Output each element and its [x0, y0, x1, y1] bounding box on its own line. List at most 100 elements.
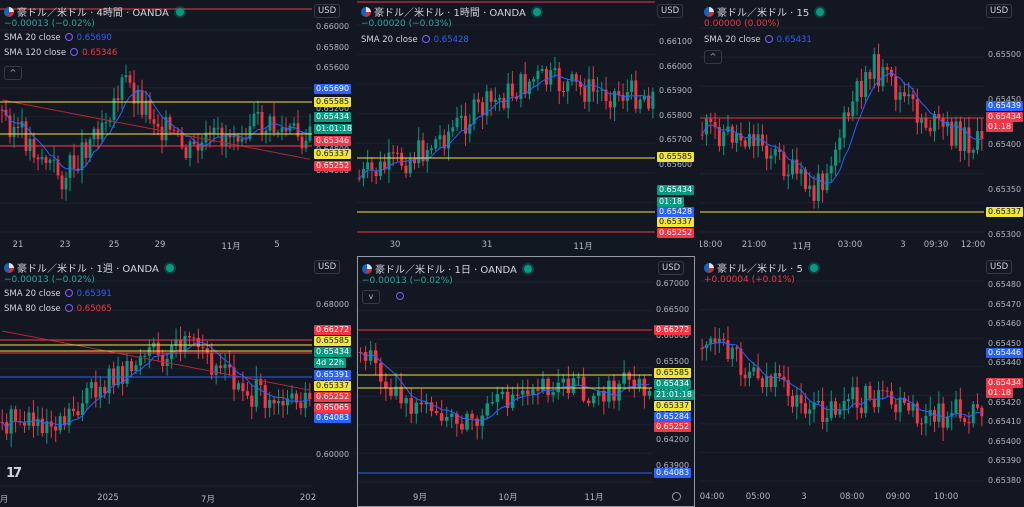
candle [455, 117, 459, 128]
price-badge: 0.65391 [314, 370, 352, 380]
currency-selector[interactable]: USD [314, 4, 341, 18]
price-change: −0.00013 (−0.02%) [4, 19, 95, 29]
indicator-label: SMA 80 close [4, 304, 61, 314]
candle [773, 373, 777, 387]
indicator-sma-80[interactable]: SMA 80 close 0.65065 [4, 304, 112, 314]
candle [630, 80, 634, 92]
candle [838, 410, 842, 415]
candle [228, 134, 232, 138]
candle [187, 336, 191, 338]
time-axis-label: 12:00 [960, 240, 986, 250]
candle [128, 75, 132, 83]
candle [627, 372, 631, 380]
candle [268, 116, 272, 131]
currency-selector[interactable]: USD [314, 260, 341, 274]
indicator-sma-20[interactable]: SMA 20 close 0.65431 [704, 35, 812, 45]
symbol-title[interactable]: 豪ドル／米ドル · 1時間 · OANDA [374, 8, 526, 19]
candle [756, 134, 760, 146]
currency-selector[interactable]: USD [657, 4, 684, 18]
indicator-value: 0.65065 [76, 304, 112, 314]
candle [747, 371, 751, 379]
chart-panel-1d[interactable]: 豪ドル／米ドル · 1日 · OANDA −0.00013 (−0.02%) v… [357, 256, 695, 507]
candle [84, 142, 88, 158]
candle [976, 131, 980, 150]
indicator-value: 0.65346 [82, 48, 118, 58]
symbol-title[interactable]: 豪ドル／米ドル · 15 [717, 8, 810, 19]
indicator-sma-20[interactable]: SMA 20 close 0.65391 [4, 289, 112, 299]
chart-panel-15m[interactable]: 豪ドル／米ドル · 15 0.00000 (0.00%) SMA 20 clos… [700, 0, 1024, 253]
candle [424, 402, 429, 405]
candle [280, 127, 284, 133]
candle [911, 94, 915, 100]
chart-canvas[interactable] [357, 0, 695, 253]
indicator-settings-icon[interactable] [764, 35, 773, 43]
chart-canvas[interactable] [700, 0, 1024, 253]
chart-canvas[interactable] [0, 256, 352, 507]
candle [421, 140, 425, 162]
candle [404, 165, 408, 174]
candle [544, 69, 548, 85]
indicator-settings-icon[interactable] [64, 33, 73, 41]
candle [476, 99, 480, 103]
indicator-settings-icon[interactable] [64, 289, 73, 297]
candle [532, 79, 536, 82]
chart-settings-icon[interactable] [672, 492, 681, 501]
price-badge: 0.65690 [314, 84, 352, 94]
indicator-sma-120[interactable]: SMA 120 close 0.65346 [4, 48, 117, 58]
candle [460, 423, 464, 430]
chart-canvas[interactable] [0, 0, 352, 253]
candle [872, 54, 876, 79]
candle [945, 121, 949, 127]
candle [223, 364, 227, 368]
price-axis-label: 0.65440 [988, 358, 1022, 368]
candle [519, 74, 523, 99]
indicator-sma-20[interactable]: SMA 20 close 0.65428 [361, 35, 469, 45]
candle [915, 99, 919, 123]
symbol-title[interactable]: 豪ドル／米ドル · 5 [717, 264, 803, 275]
candle [450, 413, 454, 417]
candle [299, 402, 303, 409]
price-badge: 0.64083 [314, 413, 352, 423]
candle [954, 121, 958, 146]
collapse-legend-button[interactable]: v [362, 290, 380, 304]
indicator-settings-icon[interactable] [421, 35, 430, 43]
time-axis-label: 23 [59, 240, 71, 250]
candle [129, 361, 134, 372]
currency-selector[interactable]: USD [658, 261, 685, 275]
price-axis-label: 0.65800 [316, 42, 350, 52]
candle [219, 365, 223, 368]
chart-canvas[interactable] [700, 256, 1024, 507]
candle [574, 74, 578, 82]
symbol-title[interactable]: 豪ドル／米ドル · 1週 · OANDA [17, 264, 159, 275]
currency-selector[interactable]: USD [986, 4, 1013, 18]
candle [505, 391, 510, 408]
chart-panel-1h[interactable]: 豪ドル／米ドル · 1時間 · OANDA −0.00020 (−0.03%) … [357, 0, 695, 253]
chart-panel-4h[interactable]: 豪ドル／米ドル · 4時間 · OANDA −0.00013 (−0.02%) … [0, 0, 352, 253]
indicator-settings-icon[interactable] [70, 48, 79, 56]
price-badge: 0.66272 [314, 325, 352, 335]
price-badge: 0.65434 [986, 112, 1024, 122]
indicator-settings-icon[interactable] [64, 304, 73, 312]
price-axis-label: 0.66000 [659, 61, 693, 71]
time-axis-label: 25 [108, 240, 120, 250]
collapse-legend-button[interactable]: ^ [4, 66, 22, 80]
indicator-settings-icon[interactable] [396, 292, 404, 300]
chart-panel-1w[interactable]: 豪ドル／米ドル · 1週 · OANDA −0.00013 (−0.02%) S… [0, 256, 352, 507]
candle [920, 118, 924, 123]
candle [201, 347, 205, 349]
chart-panel-5m[interactable]: 豪ドル／米ドル · 5 +0.00004 (+0.01%) USD 0.6548… [700, 256, 1024, 507]
chart-title: 豪ドル／米ドル · 5 [704, 260, 818, 275]
candle [210, 353, 214, 375]
chart-canvas[interactable] [358, 257, 695, 507]
indicator-sma-20[interactable]: SMA 20 close 0.65690 [4, 33, 112, 43]
price-change: +0.00004 (+0.01%) [704, 275, 795, 285]
candle [394, 386, 398, 396]
candle [786, 380, 790, 396]
symbol-title[interactable]: 豪ドル／米ドル · 1日 · OANDA [375, 265, 517, 276]
time-axis-label: 03:00 [837, 240, 863, 250]
candle [885, 390, 889, 392]
collapse-legend-button[interactable]: ^ [704, 50, 722, 64]
symbol-title[interactable]: 豪ドル／米ドル · 4時間 · OANDA [17, 8, 169, 19]
currency-selector[interactable]: USD [986, 260, 1013, 274]
tradingview-logo[interactable]: 17 [6, 466, 22, 481]
